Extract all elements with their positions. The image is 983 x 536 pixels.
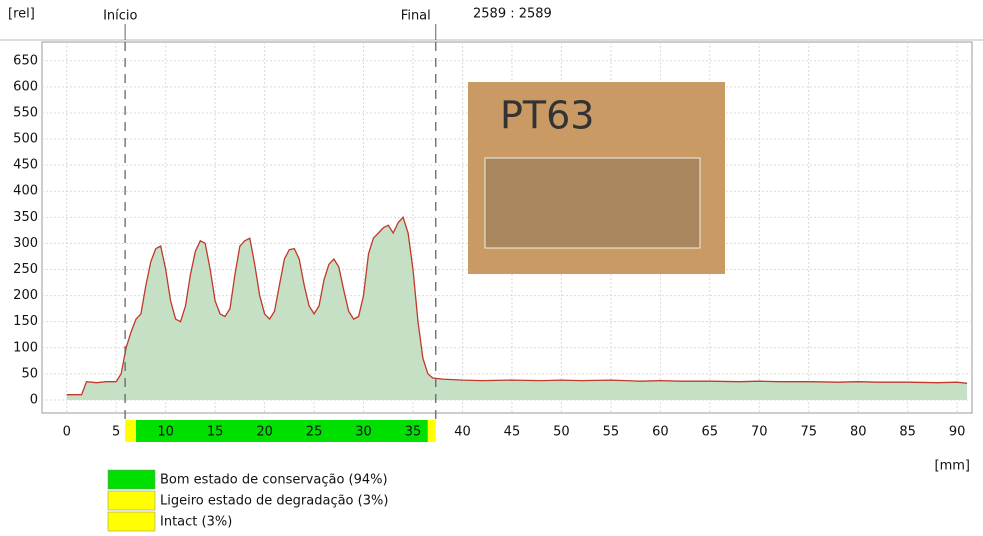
x-tick-label: 40 <box>454 425 471 440</box>
y-tick-label: 100 <box>13 340 38 355</box>
condition-segment <box>135 420 428 442</box>
legend-swatch <box>107 511 156 532</box>
y-tick-label: 450 <box>13 158 38 173</box>
x-tick-label: 45 <box>504 425 521 440</box>
area-fill <box>66 217 968 400</box>
x-tick-label: 60 <box>652 425 669 440</box>
y-tick-label: 300 <box>13 236 38 251</box>
y-tick-label: 650 <box>13 53 38 68</box>
x-tick-label: 55 <box>603 425 620 440</box>
x-tick-label: 10 <box>157 425 174 440</box>
x-tick-label: 20 <box>256 425 273 440</box>
x-tick-label: 35 <box>405 425 422 440</box>
x-axis-label: [mm] <box>935 459 970 474</box>
plot-frame <box>41 41 973 414</box>
y-tick-label: 550 <box>13 105 38 120</box>
x-tick-label: 5 <box>112 425 120 440</box>
legend-label: Intact (3%) <box>160 515 232 530</box>
x-tick-label: 25 <box>306 425 323 440</box>
condition-segment <box>125 420 136 442</box>
y-tick-label: 50 <box>21 366 38 381</box>
y-tick-label: 150 <box>13 314 38 329</box>
photo-sample <box>484 157 701 249</box>
area-line <box>66 216 968 396</box>
y-tick-label: 200 <box>13 288 38 303</box>
y-tick-label: 500 <box>13 132 38 147</box>
x-tick-label: 70 <box>751 425 768 440</box>
x-tick-label: 15 <box>207 425 224 440</box>
y-tick-label: 350 <box>13 210 38 225</box>
marker-label: Final <box>401 9 431 24</box>
y-tick-label: 600 <box>13 79 38 94</box>
x-tick-label: 75 <box>800 425 817 440</box>
readout: 2589 : 2589 <box>473 7 552 22</box>
legend-label: Ligeiro estado de degradação (3%) <box>160 494 388 509</box>
y-tick-label: 250 <box>13 262 38 277</box>
x-tick-label: 65 <box>702 425 719 440</box>
photo-label: PT63 <box>500 94 594 138</box>
x-tick-label: 50 <box>553 425 570 440</box>
x-tick-label: 30 <box>355 425 372 440</box>
photo: PT63 <box>468 82 725 274</box>
y-axis-label: [rel] <box>8 7 35 22</box>
y-tick-label: 400 <box>13 184 38 199</box>
x-tick-label: 80 <box>850 425 867 440</box>
legend-swatch <box>107 469 156 490</box>
x-tick-label: 85 <box>899 425 916 440</box>
condition-segment <box>427 420 436 442</box>
legend-swatch <box>107 490 156 511</box>
legend-label: Bom estado de conservação (94%) <box>160 473 388 488</box>
y-tick-label: 0 <box>30 392 38 407</box>
x-tick-label: 90 <box>949 425 966 440</box>
marker-label: Início <box>103 9 137 24</box>
x-tick-label: 0 <box>63 425 71 440</box>
